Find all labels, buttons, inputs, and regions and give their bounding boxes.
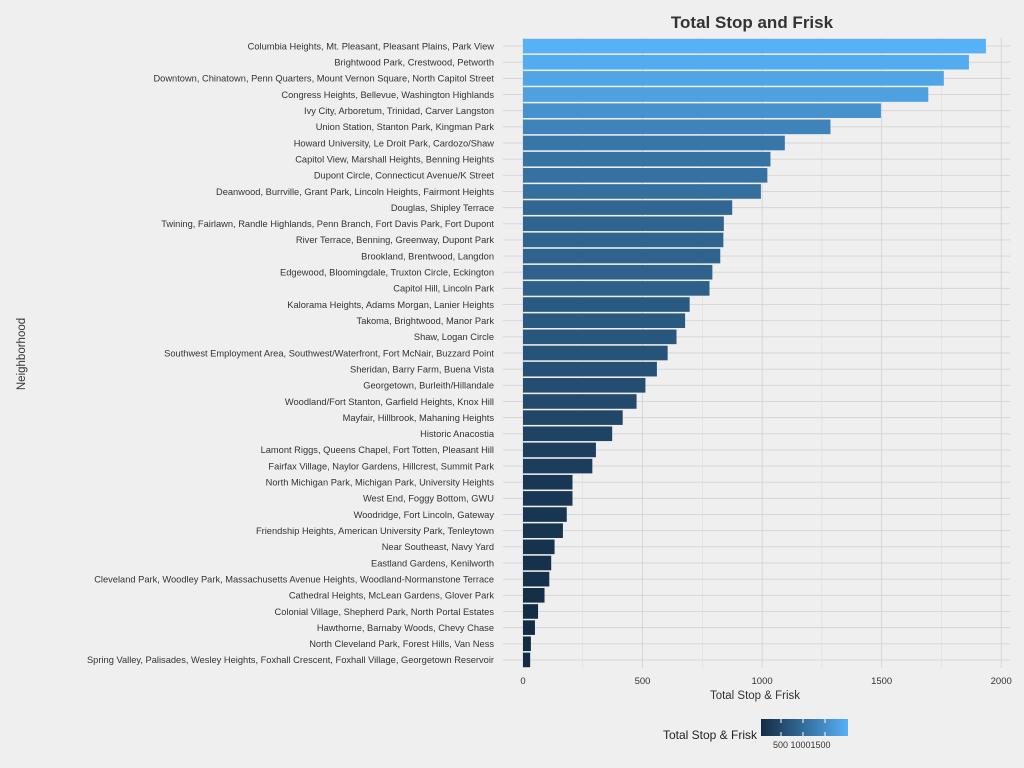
bar <box>523 604 539 619</box>
x-tick-label: 1000 <box>752 676 773 687</box>
legend-tick-labels: 500 10001500 <box>773 740 831 750</box>
x-axis-title: Total Stop & Frisk <box>710 690 800 702</box>
category-label: Takoma, Brightwood, Manor Park <box>357 316 495 326</box>
bar <box>523 297 690 312</box>
bar <box>523 216 724 232</box>
bar <box>523 410 623 425</box>
category-label: Kalorama Heights, Adams Morgan, Lanier H… <box>287 300 494 310</box>
category-label: Spring Valley, Palisades, Wesley Heights… <box>87 655 494 665</box>
category-label: Historic Anacostia <box>420 429 495 439</box>
bar <box>523 119 831 135</box>
category-label: Woodridge, Fort Lincoln, Gateway <box>354 510 495 520</box>
bar <box>523 54 969 70</box>
bar <box>523 103 881 118</box>
legend: Total Stop & Frisk 500 10001500 <box>663 719 848 750</box>
x-axis-ticks: 0 500 1000 1500 2000 <box>520 676 1011 687</box>
category-label: Woodland/Fort Stanton, Garfield Heights,… <box>285 397 494 407</box>
bar <box>523 71 944 86</box>
x-tick-label: 1500 <box>871 676 892 687</box>
category-label: Dupont Circle, Connecticut Avenue/K Stre… <box>314 171 495 181</box>
category-label: Union Station, Stanton Park, Kingman Par… <box>316 122 495 132</box>
bar <box>523 652 531 668</box>
category-label: Brookland, Brentwood, Langdon <box>361 251 494 261</box>
x-tick-label: 2000 <box>991 676 1012 687</box>
category-label: Brightwood Park, Crestwood, Petworth <box>334 58 494 68</box>
category-label: Colonial Village, Shepherd Park, North P… <box>275 607 495 617</box>
y-axis-title: Neighborhood <box>16 318 28 390</box>
bar <box>523 264 713 280</box>
bar <box>523 184 761 199</box>
category-label: River Terrace, Benning, Greenway, Dupont… <box>296 235 494 245</box>
category-label: Southwest Employment Area, Southwest/Wat… <box>164 348 494 358</box>
bar <box>523 555 552 571</box>
legend-colorbar <box>761 719 848 736</box>
bar <box>523 539 555 555</box>
category-label: Fairfax Village, Naylor Gardens, Hillcre… <box>268 461 494 471</box>
bar <box>523 507 567 522</box>
category-label: Eastland Gardens, Kenilworth <box>371 558 494 568</box>
category-label: North Michigan Park, Michigan Park, Univ… <box>266 478 495 488</box>
bar <box>523 200 733 215</box>
bar <box>523 588 545 603</box>
bar <box>523 442 596 458</box>
category-label: Capitol View, Marshall Heights, Benning … <box>295 154 494 164</box>
legend-title: Total Stop & Frisk <box>663 728 758 742</box>
category-label: Congress Heights, Bellevue, Washington H… <box>281 90 494 100</box>
bar <box>523 620 535 635</box>
bar <box>523 474 573 490</box>
bar <box>523 248 721 264</box>
category-label: Douglas, Shipley Terrace <box>391 203 494 213</box>
category-label: Downtown, Chinatown, Penn Quarters, Moun… <box>153 74 494 84</box>
bar <box>523 151 771 167</box>
category-label: Capitol Hill, Lincoln Park <box>393 284 494 294</box>
bar <box>523 345 668 361</box>
category-label: Near Southeast, Navy Yard <box>382 542 494 552</box>
category-label: Ivy City, Arboretum, Trinidad, Carver La… <box>304 106 494 116</box>
category-labels: Columbia Heights, Mt. Pleasant, Pleasant… <box>87 41 495 665</box>
legend-ticks <box>780 719 826 736</box>
bar <box>523 329 677 345</box>
bar <box>523 168 768 183</box>
bar <box>523 87 929 102</box>
category-label: Sheridan, Barry Farm, Buena Vista <box>350 364 495 374</box>
category-label: Hawthorne, Barnaby Woods, Chevy Chase <box>317 623 494 633</box>
bar <box>523 38 986 54</box>
category-label: Twining, Fairlawn, Randle Highlands, Pen… <box>161 219 494 229</box>
bar <box>523 458 593 474</box>
bar <box>523 232 724 248</box>
bar-layer <box>523 38 986 668</box>
bar <box>523 636 531 652</box>
bar <box>523 426 613 442</box>
category-label: Deanwood, Burrville, Grant Park, Lincoln… <box>216 187 494 197</box>
bar <box>523 571 550 587</box>
bar <box>523 135 785 151</box>
bar <box>523 313 686 328</box>
bar <box>523 394 637 409</box>
x-tick-label: 0 <box>520 676 525 687</box>
category-label: Shaw, Logan Circle <box>414 332 494 342</box>
category-label: Columbia Heights, Mt. Pleasant, Pleasant… <box>248 41 495 51</box>
category-label: West End, Foggy Bottom, GWU <box>363 494 494 504</box>
bar <box>523 378 646 393</box>
bar <box>523 281 710 296</box>
category-label: Georgetown, Burleith/Hillandale <box>363 381 494 391</box>
category-label: North Cleveland Park, Forest Hills, Van … <box>309 639 494 649</box>
category-label: Edgewood, Bloomingdale, Truxton Circle, … <box>280 268 494 278</box>
category-label: Cleveland Park, Woodley Park, Massachuse… <box>94 574 494 584</box>
category-label: Howard University, Le Droit Park, Cardoz… <box>294 138 495 148</box>
x-tick-label: 500 <box>635 676 651 687</box>
category-label: Cathedral Heights, McLean Gardens, Glove… <box>289 591 494 601</box>
bar <box>523 361 657 377</box>
category-label: Friendship Heights, American University … <box>256 526 494 536</box>
category-label: Lamont Riggs, Queens Chapel, Fort Totten… <box>261 445 494 455</box>
category-label: Mayfair, Hillbrook, Mahaning Heights <box>343 413 495 423</box>
bar <box>523 491 573 506</box>
chart-title: Total Stop and Frisk <box>671 13 834 32</box>
bar <box>523 523 563 538</box>
